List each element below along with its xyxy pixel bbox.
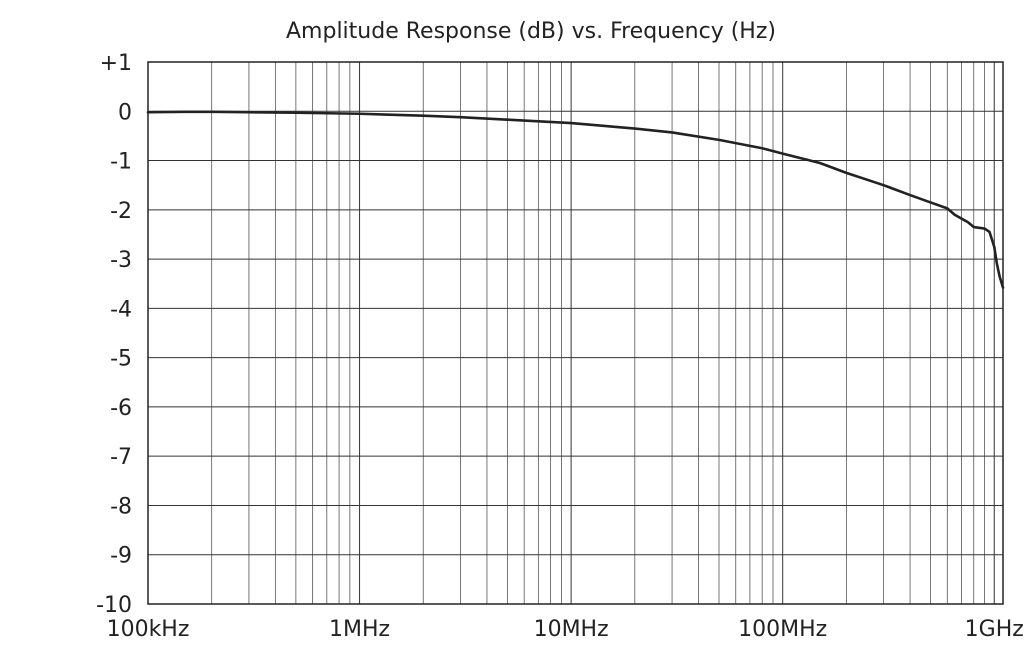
series-layer	[146, 110, 1005, 289]
y-tick-label: -7	[110, 445, 132, 470]
y-tick-label: -9	[110, 544, 132, 569]
y-tick-label: +1	[100, 51, 132, 76]
series-line	[146, 110, 1005, 289]
plot-frame	[147, 61, 1004, 605]
y-tick-label: -8	[110, 494, 132, 519]
y-tick-label: -5	[110, 347, 132, 372]
x-tick-label: 1GHz	[965, 617, 1024, 642]
x-tick-label: 10MHz	[534, 617, 609, 642]
x-tick-label: 100kHz	[107, 617, 190, 642]
y-tick-label: -10	[96, 593, 132, 618]
x-tick-label: 100MHz	[738, 617, 827, 642]
x-tick-labels: 100kHz 1MHz 10MHz 100MHz 1GHz	[107, 617, 1024, 642]
chart-title: Amplitude Response (dB) vs. Frequency (H…	[286, 19, 776, 44]
y-tick-label: -1	[110, 150, 132, 175]
y-tick-label: 0	[118, 100, 132, 125]
y-tick-label: -3	[110, 248, 132, 273]
x-tick-label: 1MHz	[329, 617, 390, 642]
y-tick-labels: +1 0 -1 -2 -3 -4 -5 -6 -7 -8 -9 -10	[96, 51, 132, 618]
y-tick-label: -4	[110, 297, 132, 322]
y-tick-label: -6	[110, 396, 132, 421]
grid-minor	[211, 62, 985, 604]
y-tick-label: -2	[110, 199, 132, 224]
grid-major	[147, 61, 1003, 605]
